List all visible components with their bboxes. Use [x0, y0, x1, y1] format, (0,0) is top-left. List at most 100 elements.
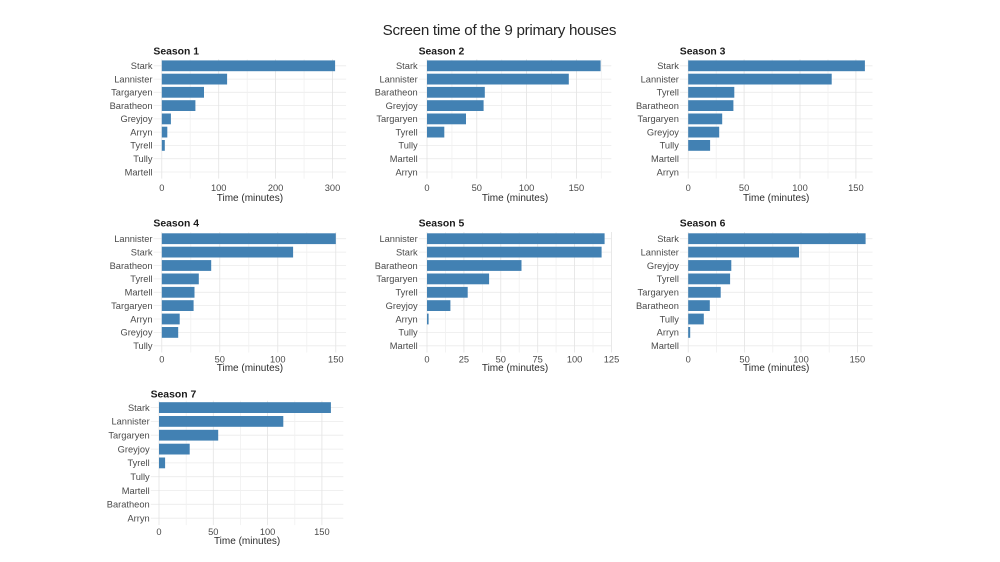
svg-text:Targaryen: Targaryen: [108, 431, 149, 441]
svg-text:Stark: Stark: [128, 403, 150, 413]
svg-text:Time (minutes): Time (minutes): [214, 536, 280, 547]
svg-text:100: 100: [792, 183, 808, 193]
svg-text:Tyrell: Tyrell: [127, 458, 149, 468]
svg-text:Tyrell: Tyrell: [130, 274, 152, 284]
svg-text:50: 50: [472, 183, 482, 193]
svg-text:Tyrell: Tyrell: [657, 88, 679, 98]
svg-text:0: 0: [159, 354, 164, 364]
svg-text:0: 0: [686, 354, 691, 364]
svg-text:Time (minutes): Time (minutes): [217, 363, 283, 374]
svg-text:Targaryen: Targaryen: [111, 301, 152, 311]
svg-text:Martell: Martell: [125, 167, 153, 177]
svg-text:Arryn: Arryn: [130, 127, 152, 137]
svg-text:Greyjoy: Greyjoy: [120, 114, 152, 124]
svg-text:Stark: Stark: [396, 61, 418, 71]
svg-text:Season 7: Season 7: [151, 389, 197, 400]
svg-text:Arryn: Arryn: [657, 328, 679, 338]
svg-text:0: 0: [159, 183, 164, 193]
svg-text:Baratheon: Baratheon: [107, 500, 150, 510]
svg-text:150: 150: [328, 354, 344, 364]
svg-text:50: 50: [739, 354, 749, 364]
svg-text:Time (minutes): Time (minutes): [217, 193, 283, 204]
svg-text:Time (minutes): Time (minutes): [743, 363, 809, 374]
svg-text:100: 100: [260, 527, 276, 537]
svg-text:0: 0: [686, 183, 691, 193]
svg-text:0: 0: [424, 183, 429, 193]
svg-text:Screen time of the 9 primary h: Screen time of the 9 primary houses: [383, 22, 617, 39]
svg-text:Martell: Martell: [122, 486, 150, 496]
svg-text:Tully: Tully: [398, 328, 418, 338]
svg-text:Martell: Martell: [651, 154, 679, 164]
svg-text:Tully: Tully: [660, 141, 680, 151]
svg-text:Tyrell: Tyrell: [657, 274, 679, 284]
svg-text:Arryn: Arryn: [127, 514, 149, 524]
svg-text:Lannister: Lannister: [641, 74, 679, 84]
svg-text:Martell: Martell: [651, 341, 679, 351]
svg-text:Baratheon: Baratheon: [636, 301, 679, 311]
svg-text:Stark: Stark: [657, 234, 679, 244]
svg-text:Tully: Tully: [398, 141, 418, 151]
svg-text:150: 150: [314, 527, 330, 537]
svg-text:Time (minutes): Time (minutes): [482, 193, 548, 204]
svg-text:Greyjoy: Greyjoy: [647, 127, 679, 137]
svg-text:Stark: Stark: [131, 247, 153, 257]
svg-text:Stark: Stark: [396, 247, 418, 257]
svg-text:150: 150: [569, 183, 585, 193]
svg-text:Tully: Tully: [133, 341, 153, 351]
svg-text:Lannister: Lannister: [379, 234, 417, 244]
svg-text:Tully: Tully: [130, 472, 150, 482]
svg-text:150: 150: [850, 354, 866, 364]
svg-text:Season 1: Season 1: [153, 47, 199, 58]
svg-text:100: 100: [793, 354, 809, 364]
svg-text:Tyrell: Tyrell: [130, 141, 152, 151]
svg-text:200: 200: [268, 183, 284, 193]
svg-text:Greyjoy: Greyjoy: [386, 101, 418, 111]
svg-text:Tyrell: Tyrell: [395, 288, 417, 298]
svg-text:Time (minutes): Time (minutes): [482, 363, 548, 374]
svg-text:Arryn: Arryn: [395, 167, 417, 177]
svg-text:100: 100: [519, 183, 535, 193]
svg-text:Targaryen: Targaryen: [376, 274, 417, 284]
svg-text:Targaryen: Targaryen: [376, 114, 417, 124]
svg-text:Greyjoy: Greyjoy: [647, 261, 679, 271]
svg-text:Stark: Stark: [131, 61, 153, 71]
svg-text:50: 50: [215, 354, 225, 364]
svg-text:Season 4: Season 4: [153, 219, 199, 230]
svg-text:Season 5: Season 5: [419, 219, 465, 230]
svg-text:Season 6: Season 6: [680, 219, 726, 230]
svg-text:Arryn: Arryn: [657, 167, 679, 177]
svg-text:25: 25: [459, 354, 469, 364]
svg-text:Season 3: Season 3: [680, 47, 726, 58]
svg-text:50: 50: [739, 183, 749, 193]
svg-text:Martell: Martell: [390, 154, 418, 164]
svg-text:Baratheon: Baratheon: [636, 101, 679, 111]
svg-text:Baratheon: Baratheon: [110, 261, 153, 271]
svg-text:75: 75: [533, 354, 543, 364]
svg-text:0: 0: [156, 527, 161, 537]
svg-text:300: 300: [325, 183, 341, 193]
svg-text:Lannister: Lannister: [379, 74, 417, 84]
svg-text:100: 100: [270, 354, 286, 364]
svg-text:Baratheon: Baratheon: [375, 261, 418, 271]
svg-text:Lannister: Lannister: [111, 417, 149, 427]
svg-text:50: 50: [208, 527, 218, 537]
svg-text:Greyjoy: Greyjoy: [118, 444, 150, 454]
svg-text:Martell: Martell: [390, 341, 418, 351]
svg-text:Season 2: Season 2: [419, 47, 465, 58]
svg-text:Time (minutes): Time (minutes): [743, 193, 809, 204]
svg-text:Baratheon: Baratheon: [375, 88, 418, 98]
svg-text:Lannister: Lannister: [114, 74, 152, 84]
svg-text:Arryn: Arryn: [130, 314, 152, 324]
svg-text:50: 50: [496, 354, 506, 364]
svg-text:Greyjoy: Greyjoy: [386, 301, 418, 311]
svg-text:Tully: Tully: [660, 314, 680, 324]
svg-text:125: 125: [604, 354, 620, 364]
svg-text:Targaryen: Targaryen: [111, 88, 152, 98]
svg-text:Targaryen: Targaryen: [638, 288, 679, 298]
svg-text:100: 100: [211, 183, 227, 193]
svg-text:Lannister: Lannister: [641, 247, 679, 257]
svg-text:Targaryen: Targaryen: [638, 114, 679, 124]
svg-text:0: 0: [424, 354, 429, 364]
svg-text:Arryn: Arryn: [395, 314, 417, 324]
svg-text:Tyrell: Tyrell: [395, 127, 417, 137]
